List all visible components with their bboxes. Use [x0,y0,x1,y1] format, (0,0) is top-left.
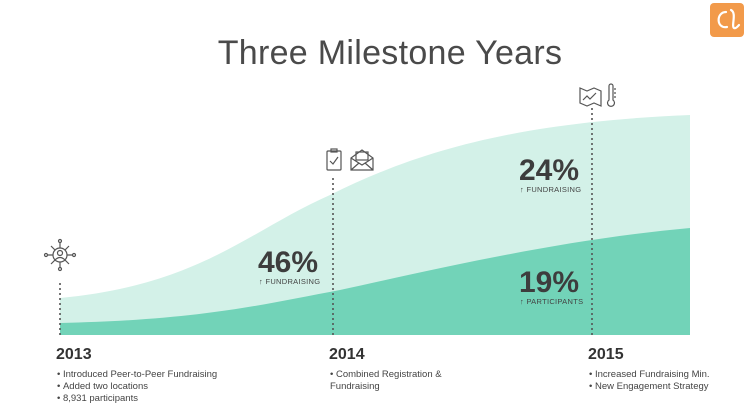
network-icon [43,238,77,272]
bullet-item: Combined Registration & Fundraising [330,369,442,393]
year: 2014 [329,346,365,363]
stat-value: 19% [519,266,580,299]
bullet-item: 8,931 participants [57,393,217,405]
logo [710,3,744,37]
thermometer-icon [606,83,616,107]
stat-value: 46% [258,246,319,279]
map-icon [579,87,602,107]
icons [43,83,616,272]
stat-label: FUNDRAISING [520,185,581,194]
bullet-list: Introduced Peer-to-Peer FundraisingAdded… [57,369,217,405]
stat-value: 24% [519,154,580,187]
title: Three Milestone Years [217,34,563,72]
area-dark [60,228,690,335]
bullet-item: Introduced Peer-to-Peer Fundraising [57,369,217,381]
bullet-list: Increased Fundraising Min.New Engagement… [589,369,710,393]
envelope-icon [350,149,374,171]
clipboard-icon [326,148,342,171]
stat-label: PARTICIPANTS [520,297,583,306]
bullet-item: Added two locations [57,381,217,393]
bullet-item: Increased Fundraising Min. [589,369,710,381]
year: 2013 [56,346,92,363]
bullet-list: Combined Registration & Fundraising [330,369,442,393]
milestone-lines [59,108,593,335]
stat-label: FUNDRAISING [259,277,320,286]
bullet-item: New Engagement Strategy [589,381,710,393]
year: 2015 [588,346,624,363]
